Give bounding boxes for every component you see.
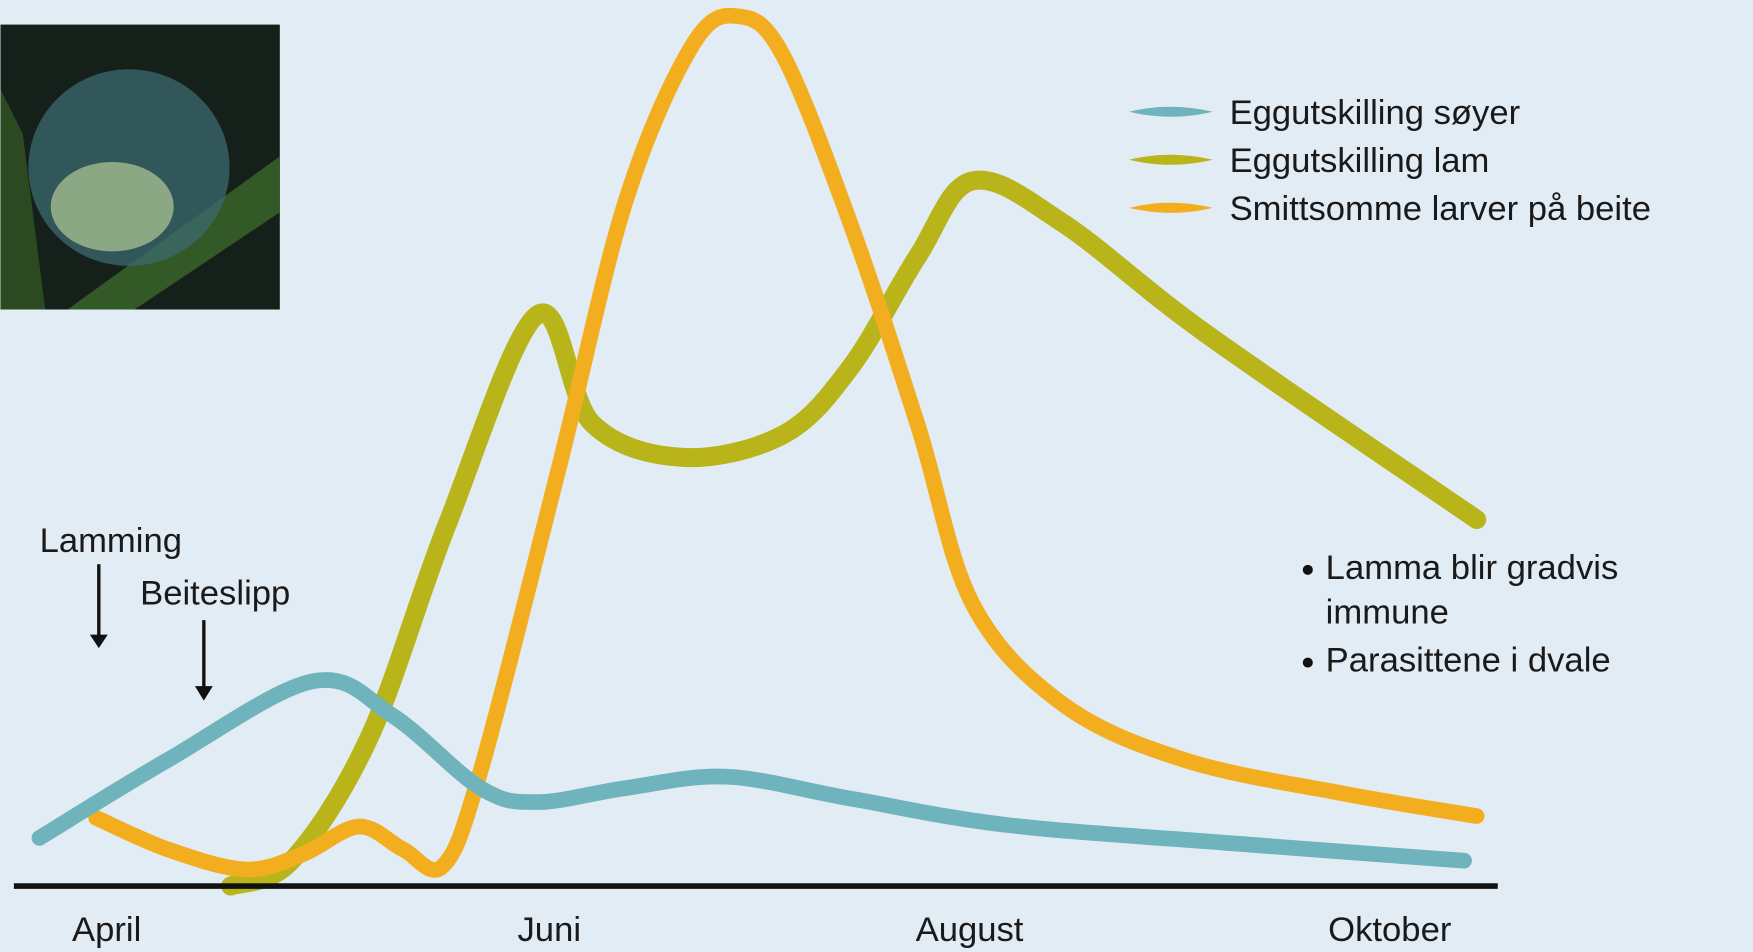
plot-area: April Juni August Oktober Eggutskilling søye… xyxy=(13,7,1651,949)
bullet xyxy=(1302,564,1313,575)
arrow-head xyxy=(89,634,108,649)
series-line xyxy=(88,7,1485,878)
note-box: Lamma blir gradvis immune xyxy=(1325,547,1619,632)
note: Lamma blir gradvis immune xyxy=(1325,547,1619,632)
annotation: Beiteslipp xyxy=(140,574,290,612)
photo xyxy=(0,24,280,310)
annotation: Lamming xyxy=(40,522,182,560)
note: Parasittene i dvale xyxy=(1325,640,1611,680)
legend-swatch xyxy=(1129,202,1213,213)
legend-label: Eggutskilling lam xyxy=(1230,142,1490,180)
legend-label: Smittsomme larver på beite xyxy=(1230,190,1651,228)
series-line xyxy=(221,170,1487,896)
arrow-head xyxy=(194,686,213,701)
legend-label: Eggutskilling søyer xyxy=(1230,94,1521,132)
x-tick-label: April xyxy=(72,911,141,949)
note-box: Parasittene i dvale xyxy=(1325,640,1611,680)
x-tick-label: Oktober xyxy=(1328,911,1451,949)
arrows xyxy=(89,564,213,701)
x-tick-label: August xyxy=(916,911,1024,949)
legend-swatch xyxy=(1129,106,1213,117)
legend-swatch xyxy=(1129,154,1213,165)
series-line xyxy=(31,672,1472,869)
bullet xyxy=(1302,657,1313,668)
droplet-highlight xyxy=(50,162,174,252)
x-tick-label: Juni xyxy=(517,911,581,949)
leaf xyxy=(0,89,46,310)
